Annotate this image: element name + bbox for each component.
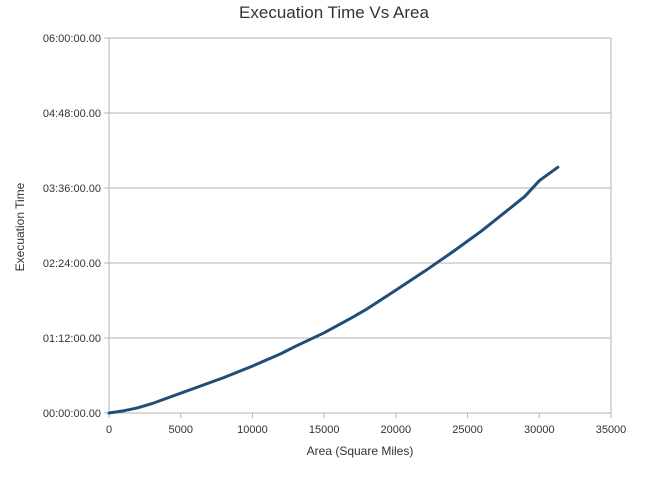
tick-label-layer: 00:00:00.00 01:12:00.00 02:24:00.00 03:36:0… xyxy=(43,33,626,436)
y-tick-label: 04:48:00.00 xyxy=(43,108,101,120)
x-tick-label: 20000 xyxy=(381,424,412,436)
grid-layer xyxy=(109,37,611,414)
x-tick-label: 0 xyxy=(106,424,112,436)
axis-layer xyxy=(104,37,612,418)
series-line xyxy=(107,165,560,415)
x-tick-label: 25000 xyxy=(452,424,483,436)
series-layer xyxy=(107,165,560,415)
x-tick-label: 15000 xyxy=(309,424,340,436)
y-tick-label: 00:00:00.00 xyxy=(43,408,101,420)
x-tick-label: 5000 xyxy=(168,424,192,436)
x-tick-label: 35000 xyxy=(596,424,627,436)
chart-title: Execuation Time Vs Area xyxy=(239,3,429,22)
x-axis-label: Area (Square Miles) xyxy=(306,444,414,458)
y-tick-label: 06:00:00.00 xyxy=(43,33,101,45)
x-tick-label: 10000 xyxy=(237,424,268,436)
x-tick-label: 30000 xyxy=(524,424,555,436)
y-tick-label: 02:24:00.00 xyxy=(43,258,101,270)
y-tick-label: 01:12:00.00 xyxy=(43,333,101,345)
y-tick-label: 03:36:00.00 xyxy=(43,183,101,195)
